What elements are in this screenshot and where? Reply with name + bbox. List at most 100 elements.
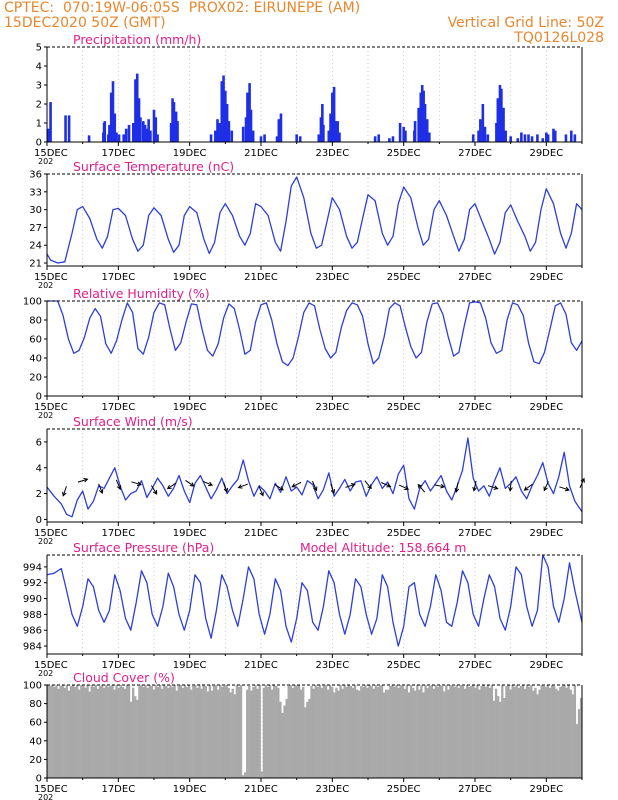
precip-bar [509,136,512,142]
cloud-column [403,688,406,778]
precip-xtick-label: 29DEC [529,148,563,159]
wind-arrow-head [330,489,336,495]
cloud-column [69,685,73,778]
cloud-column [486,685,489,778]
cloud-column [92,686,95,778]
cloud-column [308,698,311,778]
cloud-column [102,687,106,778]
humidity-xtick-label: 25DEC [387,402,421,413]
cloud-column [171,686,174,778]
precip-bar [64,115,67,142]
precip-bar [249,109,253,142]
cloud-ytick-label: 20 [29,755,42,766]
cloud-column [534,687,537,778]
temperature-ytick-label: 21 [29,259,42,270]
precip-bar [498,85,502,142]
cloud-column [258,685,261,778]
cloud-column [343,685,346,778]
wind-xtick-label: 29DEC [529,528,563,539]
humidity-ytick-label: 20 [29,373,42,384]
cloud-column [82,685,85,778]
precip-bar [137,98,141,142]
precip-ytick-label: 2 [36,100,42,111]
wind-arrow-head [152,489,158,495]
cloud-column [550,685,554,778]
cloud-column [414,690,417,778]
cloud-column [223,685,226,778]
cloud-column [505,685,508,778]
cloud-column [235,685,239,778]
precip-ytick-label: 3 [36,81,42,92]
wind-arrow [62,486,67,496]
cloud-column [248,685,251,778]
precip-bar [298,136,302,142]
cloud-column [364,685,367,778]
wind-arrow-head [166,484,172,490]
cloud-column [322,685,326,778]
cloud-column [316,686,319,778]
wind-ytick-label: 2 [36,489,42,500]
cloud-column [503,698,506,778]
cloud-column [175,690,178,778]
cloud-column [457,687,460,778]
precip-panel [44,46,583,146]
cloud-column [200,688,203,778]
precip-ytick-label: 1 [36,119,42,130]
precip-bar [419,92,423,142]
cloud-column [129,701,133,778]
cloud-column [173,685,176,778]
wind-xtick-label: 17DEC [101,528,135,539]
cloud-column [287,685,290,778]
wind-arrow-head [259,491,264,497]
pressure-title: Surface Pressure (hPa) [73,540,214,555]
cloud-column [397,687,400,778]
precip-bar [338,132,341,142]
cloud-column [391,685,394,778]
cloud-column [134,696,137,778]
temperature-ytick-label: 36 [29,170,42,181]
precip-title: Precipitation (mm/h) [73,32,201,47]
precip-bar [259,136,263,142]
temperature-xtick-label: 23DEC [315,272,349,283]
cloud-column [399,685,402,778]
cloud-column [256,688,259,778]
precip-bar [496,98,500,142]
cloud-column [167,687,170,778]
wind-arrow-head [564,486,570,492]
cloud-column [387,689,390,778]
cloud-column [188,685,191,778]
humidity-ytick-label: 0 [36,392,42,403]
precip-bar [295,134,298,142]
temperature-xtick-label: 19DEC [173,272,207,283]
precip-bar [230,130,234,142]
precip-bar [471,134,475,142]
model-id: TQ0126L028 [514,30,604,46]
cloud-column [438,685,442,778]
wind-arrow-head [523,486,529,491]
cloud-column [55,685,58,778]
precip-bar [422,90,425,142]
cloud-column [358,690,361,778]
cloud-column [563,685,566,778]
wind-arrow [487,485,498,490]
precip-bar [220,81,224,142]
precip-bar [570,130,573,142]
cloud-panel [44,684,583,782]
cloud-column [513,686,516,778]
cloud-column [61,685,64,778]
precip-bar [224,90,227,142]
precip-bar [241,126,245,142]
wind-arrow-head [580,477,585,483]
cloud-column [519,685,523,778]
cloud-column [239,685,243,778]
cloud-column [418,689,421,778]
wind-arrow [579,478,585,489]
temperature-ytick-label: 27 [29,223,42,234]
wind-arrow [473,480,477,491]
cloud-column [353,685,357,778]
humidity-xtick-label: 21DEC [244,402,278,413]
precip-bar [546,134,550,142]
wind-xtick-label: 19DEC [173,528,207,539]
cloud-column [405,685,409,778]
wind-xtick-label: 25DEC [387,528,421,539]
